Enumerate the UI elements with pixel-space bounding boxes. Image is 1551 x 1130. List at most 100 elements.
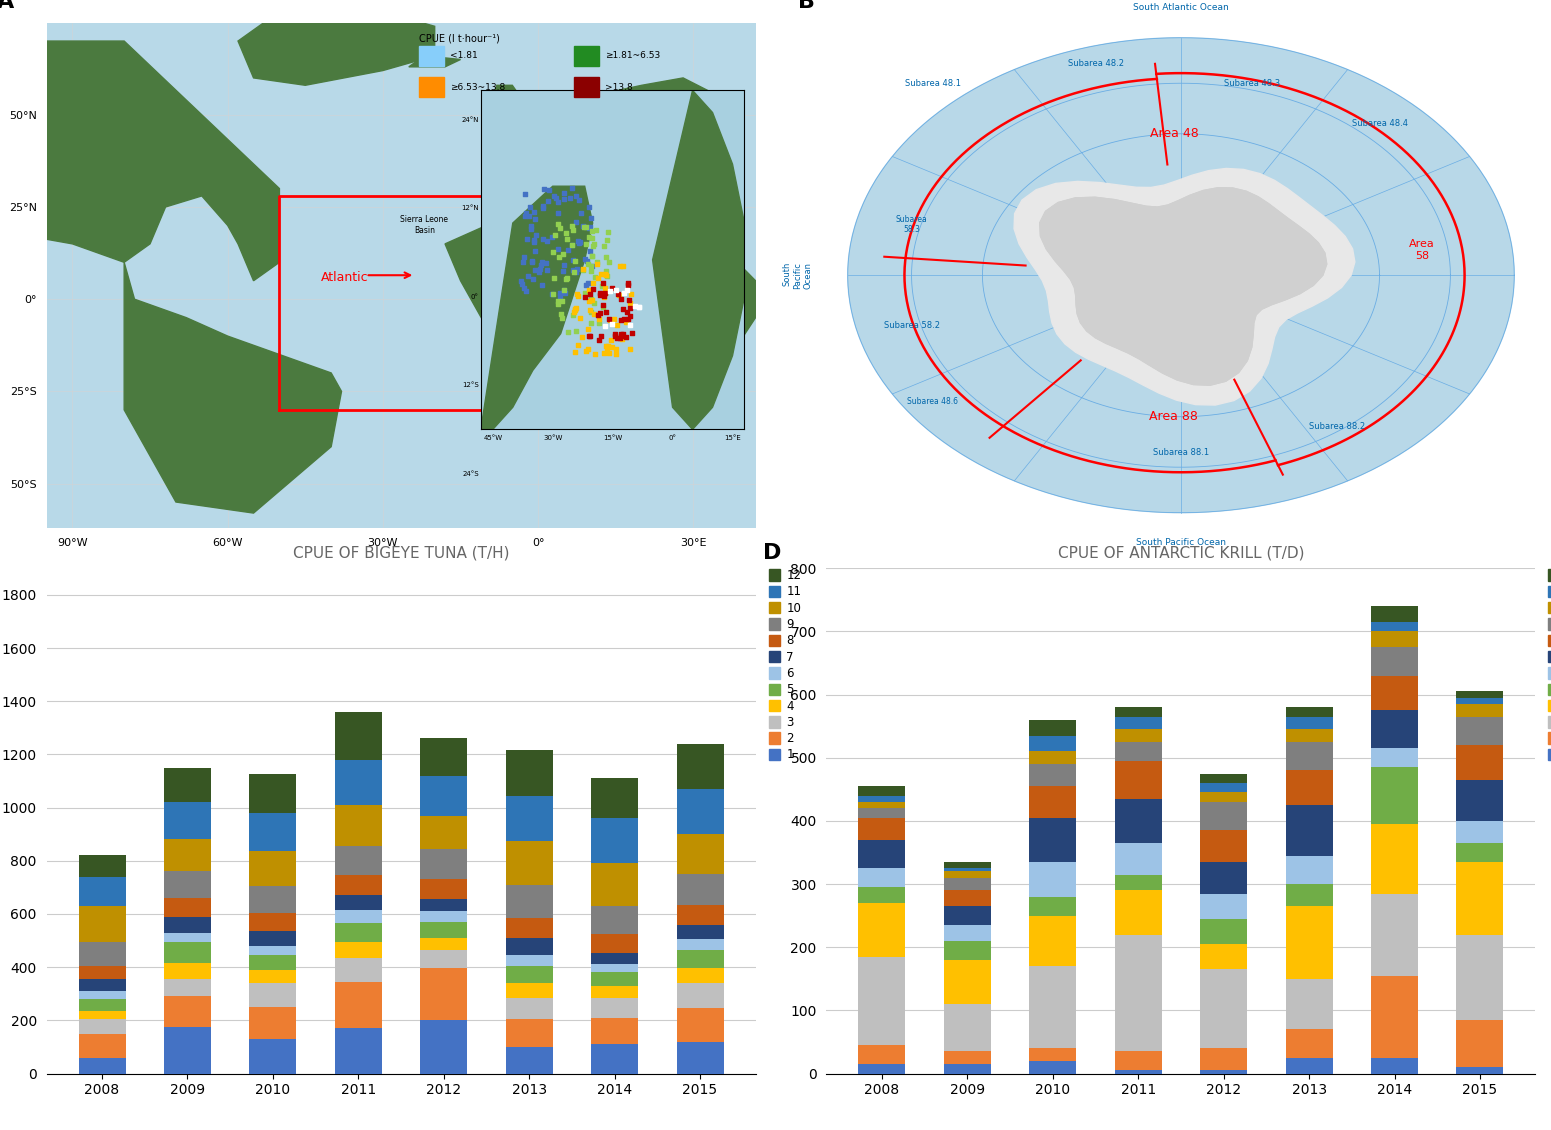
Point xyxy=(513,185,538,203)
Point xyxy=(561,263,586,281)
Point xyxy=(603,345,628,363)
Point xyxy=(546,247,571,266)
Bar xyxy=(506,841,552,885)
Point xyxy=(512,279,537,297)
Point xyxy=(549,305,574,323)
Text: 30°W: 30°W xyxy=(543,435,563,442)
Text: Angola
Basin: Angola Basin xyxy=(484,319,510,338)
Point xyxy=(594,247,619,266)
Point xyxy=(591,273,616,292)
Bar xyxy=(1456,1019,1503,1067)
Bar xyxy=(1456,843,1503,862)
Point xyxy=(529,276,554,294)
Point xyxy=(512,247,537,266)
Point xyxy=(563,322,588,340)
Bar xyxy=(1030,915,1076,966)
Point xyxy=(554,224,579,242)
Bar xyxy=(79,1034,126,1058)
Point xyxy=(546,205,571,223)
Bar xyxy=(420,938,467,950)
Text: 0°: 0° xyxy=(668,435,676,442)
Bar xyxy=(420,816,467,849)
Bar xyxy=(591,965,637,973)
Point xyxy=(532,181,557,199)
Bar xyxy=(859,808,906,818)
Point xyxy=(560,179,585,197)
Point xyxy=(585,269,610,287)
Point xyxy=(600,278,625,296)
Point xyxy=(617,315,642,333)
Point xyxy=(566,287,591,305)
Text: Subarea 48.2: Subarea 48.2 xyxy=(1069,59,1124,68)
Bar xyxy=(250,812,296,852)
Bar xyxy=(164,997,211,1027)
Point xyxy=(552,255,577,273)
Point xyxy=(561,299,586,318)
Bar xyxy=(250,852,296,886)
Point xyxy=(588,304,613,322)
Point xyxy=(510,275,535,293)
Point xyxy=(563,252,588,270)
Bar xyxy=(420,738,467,775)
Point xyxy=(579,262,603,280)
Bar xyxy=(1286,1029,1332,1058)
Point xyxy=(521,232,546,250)
Bar xyxy=(1371,1058,1418,1074)
Bar xyxy=(335,910,382,923)
Bar xyxy=(1286,906,1332,979)
Bar xyxy=(1200,944,1247,970)
Bar xyxy=(1200,831,1247,862)
Polygon shape xyxy=(1014,168,1356,405)
Point xyxy=(614,313,639,331)
Bar xyxy=(859,796,906,802)
Point xyxy=(583,268,608,286)
Point xyxy=(552,281,577,299)
Point xyxy=(546,215,571,233)
Point xyxy=(523,242,548,260)
Point xyxy=(530,199,555,217)
Text: 12°N: 12°N xyxy=(461,206,479,211)
Text: 24°N: 24°N xyxy=(461,116,479,123)
Point xyxy=(592,284,617,302)
Point xyxy=(523,210,548,228)
Bar xyxy=(1115,716,1162,729)
Point xyxy=(580,257,605,275)
Point xyxy=(597,253,622,271)
Point xyxy=(541,285,566,303)
Point xyxy=(518,220,543,238)
Point xyxy=(614,328,639,346)
Point xyxy=(588,284,613,302)
Bar xyxy=(79,877,126,906)
Bar xyxy=(1371,632,1418,647)
Bar xyxy=(676,983,723,1008)
Bar xyxy=(250,946,296,955)
Point xyxy=(577,327,602,345)
Point xyxy=(512,207,537,225)
Point xyxy=(608,257,633,275)
Point xyxy=(572,218,597,236)
Bar xyxy=(164,979,211,997)
Bar xyxy=(1286,855,1332,884)
Point xyxy=(627,297,651,315)
Text: Subarea 88.1: Subarea 88.1 xyxy=(1152,447,1210,457)
Point xyxy=(563,342,588,360)
Point xyxy=(560,236,585,254)
Point xyxy=(513,203,538,221)
Point xyxy=(552,285,577,303)
Bar xyxy=(859,818,906,840)
Bar xyxy=(1030,751,1076,764)
Bar xyxy=(506,938,552,955)
Bar xyxy=(335,876,382,895)
Point xyxy=(614,281,639,299)
Point xyxy=(582,294,606,312)
Bar xyxy=(945,959,991,1005)
Bar xyxy=(164,916,211,932)
Text: 15°W: 15°W xyxy=(603,435,622,442)
Bar xyxy=(1115,729,1162,742)
Point xyxy=(574,218,599,236)
Point xyxy=(617,299,642,318)
Bar xyxy=(1286,742,1332,771)
Point xyxy=(575,340,600,358)
Bar xyxy=(945,906,991,925)
Point xyxy=(555,323,580,341)
